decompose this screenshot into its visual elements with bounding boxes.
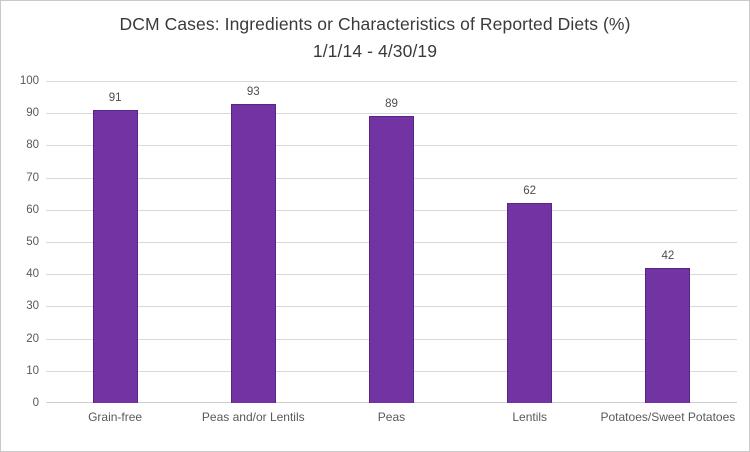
- y-axis-tick-label: 70: [26, 171, 39, 184]
- bar-grain-free: [92, 109, 138, 403]
- y-axis-tick-label: 100: [19, 75, 39, 87]
- bar-value-label: 93: [246, 85, 260, 98]
- y-axis-tick-label: 50: [26, 236, 39, 248]
- bar-value-label: 62: [523, 185, 537, 198]
- y-axis-tick-label: 40: [26, 268, 39, 281]
- bar-lentils: [507, 203, 553, 403]
- bar-value-label: 91: [108, 91, 122, 104]
- y-axis-tick-label: 0: [32, 397, 39, 409]
- chart-title: DCM Cases: Ingredients or Characteristic…: [119, 14, 631, 34]
- x-axis-category-label: Peas and/or Lentils: [201, 410, 305, 424]
- chart-subtitle: 1/1/14 - 4/30/19: [312, 41, 438, 61]
- x-axis-category-label: Peas: [377, 410, 406, 424]
- plot-area: [46, 81, 737, 403]
- gridline: [46, 81, 737, 82]
- x-axis-category-label: Potatoes/Sweet Potatoes: [600, 410, 736, 424]
- y-axis-tick-label: 10: [26, 364, 39, 377]
- gridline: [46, 113, 737, 115]
- y-axis-tick-label: 90: [26, 107, 39, 120]
- y-axis-tick-label: 60: [26, 203, 39, 216]
- y-axis-tick-label: 80: [26, 139, 39, 152]
- y-axis-tick-label: 30: [26, 300, 39, 313]
- x-axis-category-label: Lentils: [512, 410, 548, 424]
- bar-value-label: 89: [385, 98, 398, 111]
- bar-peas: [369, 116, 414, 403]
- x-axis-category-label: Grain-free: [88, 410, 143, 424]
- y-axis-tick-label: 20: [26, 332, 39, 345]
- bar-value-label: 42: [661, 249, 675, 262]
- bar-peas-and-or-lentils: [230, 103, 276, 403]
- chart-title-block: DCM Cases: Ingredients or Characteristic…: [1, 11, 749, 65]
- bar-potatoes-sweet-potatoes: [645, 267, 691, 403]
